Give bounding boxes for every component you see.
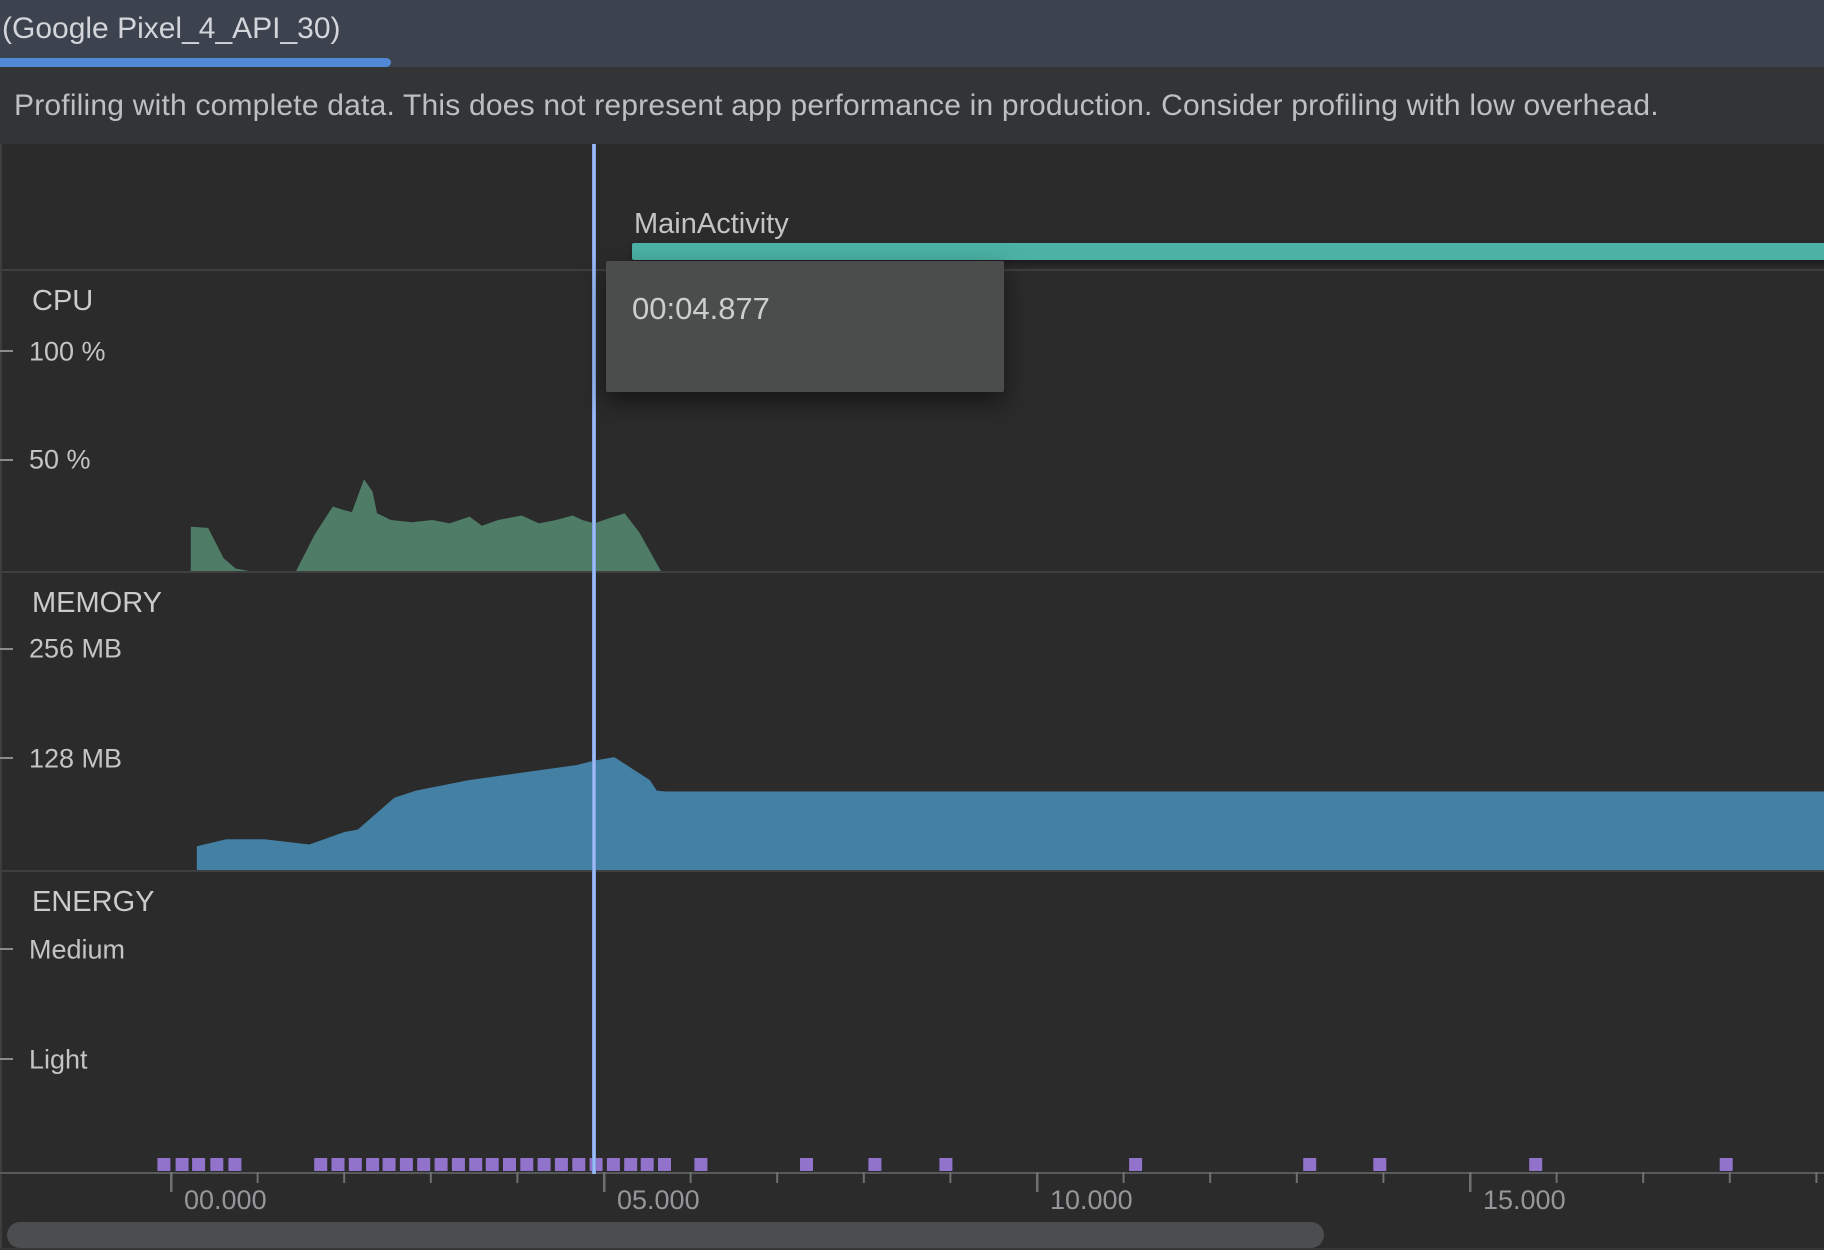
cpu-axis-label: 100 % <box>29 336 106 367</box>
timeline-scrollbar-track[interactable] <box>0 1218 1824 1250</box>
energy-event-marker <box>331 1158 345 1171</box>
divider-cpu-memory <box>0 571 1824 573</box>
y-axis-dash <box>0 459 13 461</box>
minor-tick <box>1728 1172 1731 1183</box>
activity-timeline-bar[interactable] <box>632 243 1824 260</box>
time-axis-label: 15.000 <box>1483 1185 1566 1215</box>
energy-event-marker <box>939 1158 953 1171</box>
minor-tick <box>949 1172 952 1183</box>
energy-event-marker <box>520 1158 534 1171</box>
energy-event-marker <box>314 1158 328 1171</box>
major-tick <box>1036 1172 1039 1192</box>
minor-tick <box>1295 1172 1298 1183</box>
energy-event-marker <box>1373 1158 1387 1171</box>
window-bottom-edge <box>0 1248 1824 1250</box>
energy-event-marker <box>399 1158 413 1171</box>
energy-event-marker <box>434 1158 448 1171</box>
major-tick <box>603 1172 606 1192</box>
energy-event-marker <box>451 1158 465 1171</box>
memory-track[interactable] <box>2 572 1824 871</box>
minor-tick <box>256 1172 259 1183</box>
activity-label: MainActivity <box>634 208 789 240</box>
cpu-axis-label: 50 % <box>29 444 91 475</box>
energy-event-marker <box>210 1158 224 1171</box>
tab-label: (Google Pixel_4_API_30) <box>2 12 341 45</box>
y-axis-dash <box>0 948 13 950</box>
tab-bar: (Google Pixel_4_API_30) <box>0 0 1824 67</box>
energy-event-marker <box>228 1158 242 1171</box>
minor-tick <box>689 1172 692 1183</box>
minor-tick <box>429 1172 432 1183</box>
time-axis-label: 00.000 <box>184 1185 267 1215</box>
minor-tick <box>1209 1172 1212 1183</box>
divider-memory-energy <box>0 870 1824 872</box>
time-axis-label: 10.000 <box>1050 1185 1133 1215</box>
minor-tick <box>516 1172 519 1183</box>
memory-axis-label: 128 MB <box>29 743 123 774</box>
minor-tick <box>862 1172 865 1183</box>
banner-message: Profiling with complete data. This does … <box>14 88 1659 122</box>
profiling-mode-banner: Profiling with complete data. This does … <box>0 67 1824 144</box>
energy-event-marker <box>606 1158 620 1171</box>
tooltip-time: 00:04.877 <box>632 291 770 326</box>
energy-event-marker <box>1719 1158 1733 1171</box>
energy-event-marker <box>537 1158 551 1171</box>
energy-event-marker <box>192 1158 206 1171</box>
y-axis-dash <box>0 648 13 650</box>
energy-event-marker <box>175 1158 189 1171</box>
energy-event-marker <box>800 1158 813 1171</box>
energy-event-marker <box>366 1158 380 1171</box>
energy-track[interactable] <box>2 871 1824 1172</box>
minor-tick <box>776 1172 779 1183</box>
energy-event-marker <box>382 1158 396 1171</box>
y-axis-dash <box>0 757 13 759</box>
minor-tick <box>1122 1172 1125 1183</box>
cpu-section-title: CPU <box>32 285 94 317</box>
memory-axis-label: 256 MB <box>29 633 123 664</box>
y-axis-dash <box>0 1058 13 1060</box>
energy-axis-label: Light <box>29 1044 88 1075</box>
energy-event-marker <box>868 1158 882 1171</box>
energy-event-marker <box>572 1158 586 1171</box>
tab-active-indicator <box>0 58 391 67</box>
energy-event-marker <box>640 1158 654 1171</box>
energy-event-marker <box>485 1158 499 1171</box>
energy-event-marker <box>694 1158 708 1171</box>
energy-event-marker <box>554 1158 568 1171</box>
memory-area-series <box>196 757 1824 871</box>
energy-section-title: ENERGY <box>32 886 155 918</box>
energy-event-marker <box>1303 1158 1317 1171</box>
minor-tick <box>1555 1172 1558 1183</box>
energy-event-marker <box>658 1158 671 1171</box>
cursor-tooltip: 00:04.877 <box>606 261 1004 392</box>
major-tick <box>1469 1172 1472 1192</box>
timeline-cursor <box>592 144 596 1174</box>
y-axis-dash <box>0 350 13 352</box>
energy-event-marker <box>624 1158 638 1171</box>
memory-section-title: MEMORY <box>32 587 162 619</box>
minor-tick <box>1815 1172 1818 1183</box>
energy-event-marker <box>348 1158 362 1171</box>
minor-tick <box>1642 1172 1645 1183</box>
minor-tick <box>1382 1172 1385 1183</box>
energy-event-marker <box>469 1158 483 1171</box>
time-axis-label: 05.000 <box>617 1185 700 1215</box>
time-axis-line <box>0 1172 1824 1174</box>
energy-event-marker <box>1529 1158 1543 1171</box>
energy-event-marker <box>1129 1158 1143 1171</box>
energy-axis-label: Medium <box>29 934 126 965</box>
major-tick <box>170 1172 173 1192</box>
energy-event-marker <box>157 1158 171 1171</box>
minor-tick <box>343 1172 346 1183</box>
cpu-area-series <box>190 479 662 572</box>
timeline-scrollbar-thumb[interactable] <box>7 1222 1324 1248</box>
energy-event-marker <box>503 1158 516 1171</box>
profiler-charts: MainActivity CPU MEMORY ENERGY 100 % 50 %… <box>0 144 1824 1250</box>
energy-event-marker <box>417 1158 431 1171</box>
